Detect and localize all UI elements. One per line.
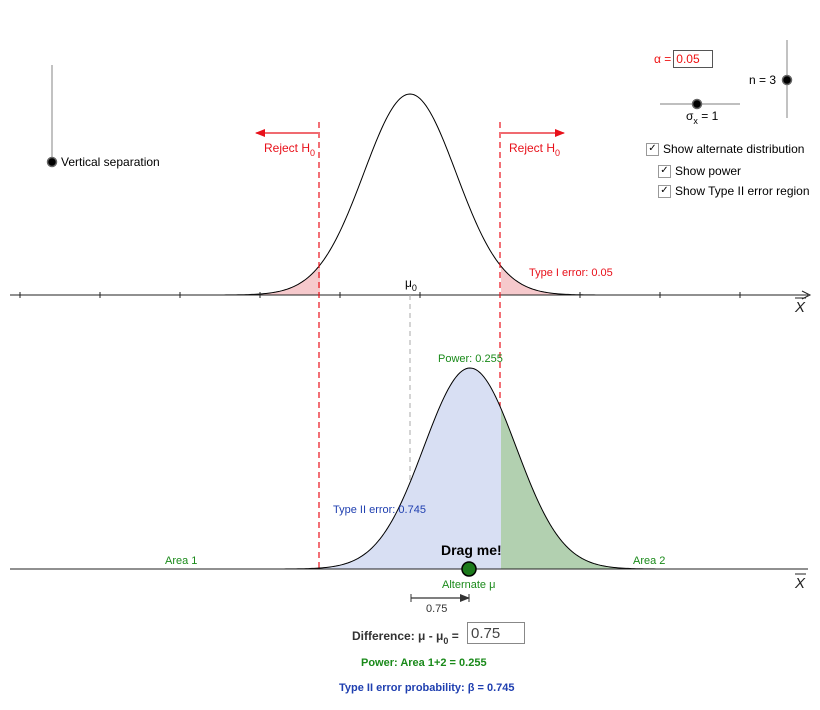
- sigma-label: σx = 1: [686, 109, 719, 126]
- alpha-input[interactable]: [673, 50, 714, 68]
- area2-label: Area 2: [633, 555, 665, 567]
- alternate-distribution-curve: [260, 367, 680, 570]
- difference-label: Difference: μ - μ0 =: [352, 629, 459, 646]
- check-icon[interactable]: ✓: [658, 164, 671, 178]
- vertical-separation-label: Vertical separation: [61, 155, 160, 169]
- show-alternate-distribution-checkbox[interactable]: ✓ Show alternate distribution: [646, 142, 804, 156]
- alpha-control: α =: [654, 50, 714, 68]
- alternate-mu-handle[interactable]: [461, 561, 477, 577]
- check-icon[interactable]: ✓: [658, 184, 671, 198]
- check-icon[interactable]: ✓: [646, 142, 659, 156]
- show-power-label: Show power: [675, 164, 742, 178]
- show-type2-region-checkbox[interactable]: ✓ Show Type II error region: [658, 184, 810, 198]
- type1-right-tail-region: [501, 266, 600, 295]
- power-region: [501, 408, 660, 569]
- type2-error-label: Type II error: 0.745: [333, 504, 426, 516]
- drag-me-label: Drag me!: [441, 542, 502, 558]
- vertical-separation-handle[interactable]: [46, 156, 58, 168]
- bottom-axis-label: X: [794, 575, 806, 592]
- power-label: Power: 0.255: [438, 353, 503, 365]
- type2-summary: Type II error probability: β = 0.745: [339, 682, 515, 694]
- power-summary: Power: Area 1+2 = 0.255: [361, 657, 487, 669]
- show-alternate-distribution-label: Show alternate distribution: [663, 142, 805, 156]
- alpha-label: α =: [654, 52, 672, 66]
- top-axis-label: X: [794, 299, 806, 316]
- show-power-checkbox[interactable]: ✓ Show power: [658, 164, 741, 178]
- difference-arrow-label: 0.75: [426, 603, 447, 615]
- type1-left-tail-region: [220, 264, 320, 295]
- reject-left-label: Reject H0: [264, 141, 315, 158]
- mu0-label: μ0: [405, 276, 417, 293]
- show-type2-region-label: Show Type II error region: [675, 184, 810, 198]
- reject-right-label: Reject H0: [509, 141, 560, 158]
- null-distribution-curve: [200, 93, 620, 296]
- type1-error-label: Type I error: 0.05: [529, 267, 613, 279]
- difference-input[interactable]: [467, 622, 525, 644]
- type2-error-region: [320, 368, 501, 569]
- n-label: n = 3: [749, 73, 776, 87]
- sigma-slider-handle[interactable]: [691, 98, 703, 110]
- area1-label: Area 1: [165, 555, 197, 567]
- alternate-mu-label: Alternate μ: [442, 579, 495, 591]
- n-slider-handle[interactable]: [781, 74, 793, 86]
